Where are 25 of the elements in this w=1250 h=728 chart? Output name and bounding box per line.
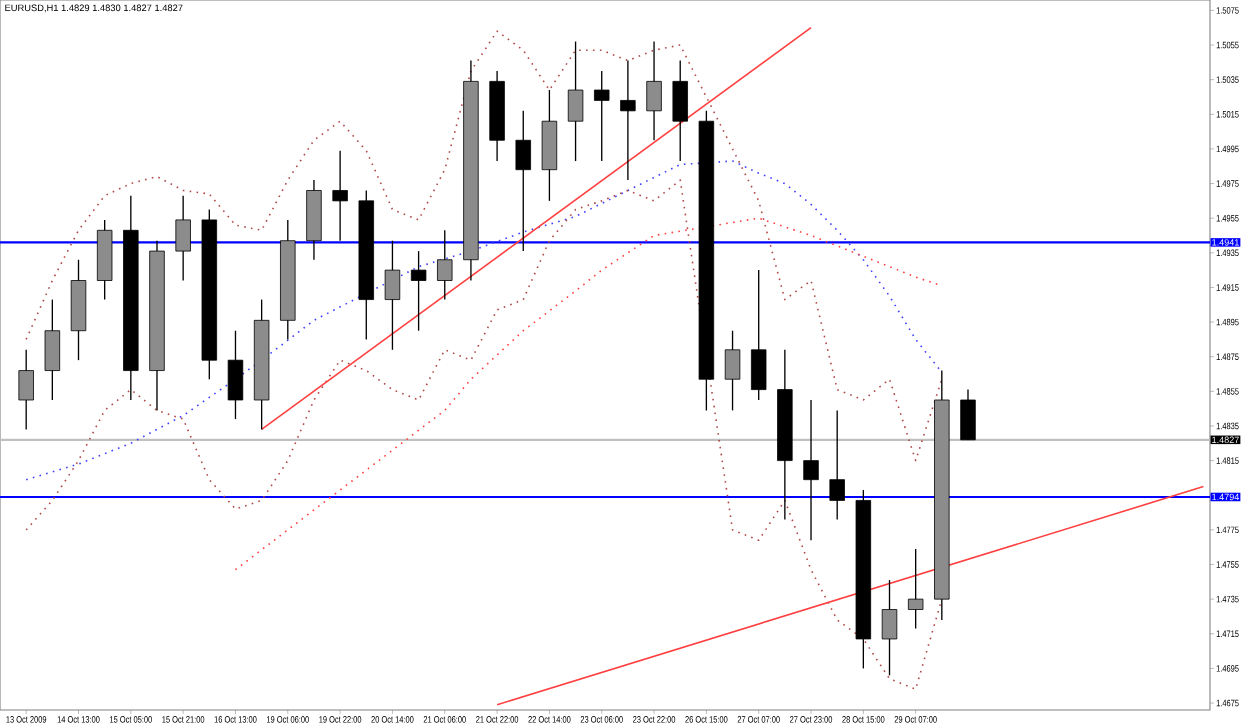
candlestick <box>724 330 741 412</box>
candlestick <box>332 149 348 242</box>
line-series <box>25 179 943 690</box>
candlestick <box>672 59 688 162</box>
candlestick <box>750 269 767 401</box>
candlestick <box>515 110 531 252</box>
candlestick <box>620 59 636 181</box>
candlestick <box>646 40 662 141</box>
candlestick <box>227 330 244 420</box>
candlestick <box>594 70 610 162</box>
candlestick <box>829 409 845 521</box>
candlestick <box>803 399 819 541</box>
line-series <box>25 160 943 481</box>
line-series <box>25 30 943 462</box>
candlestick <box>384 240 401 351</box>
candlestick <box>960 388 976 441</box>
candlestick <box>881 579 898 676</box>
candlestick <box>410 250 427 332</box>
candlestick <box>18 349 34 431</box>
candlestick <box>567 40 584 162</box>
line-series <box>234 217 943 571</box>
candlestick <box>437 229 453 301</box>
candlestick <box>44 298 61 401</box>
candlestick <box>907 548 924 630</box>
candlestick <box>175 195 191 282</box>
